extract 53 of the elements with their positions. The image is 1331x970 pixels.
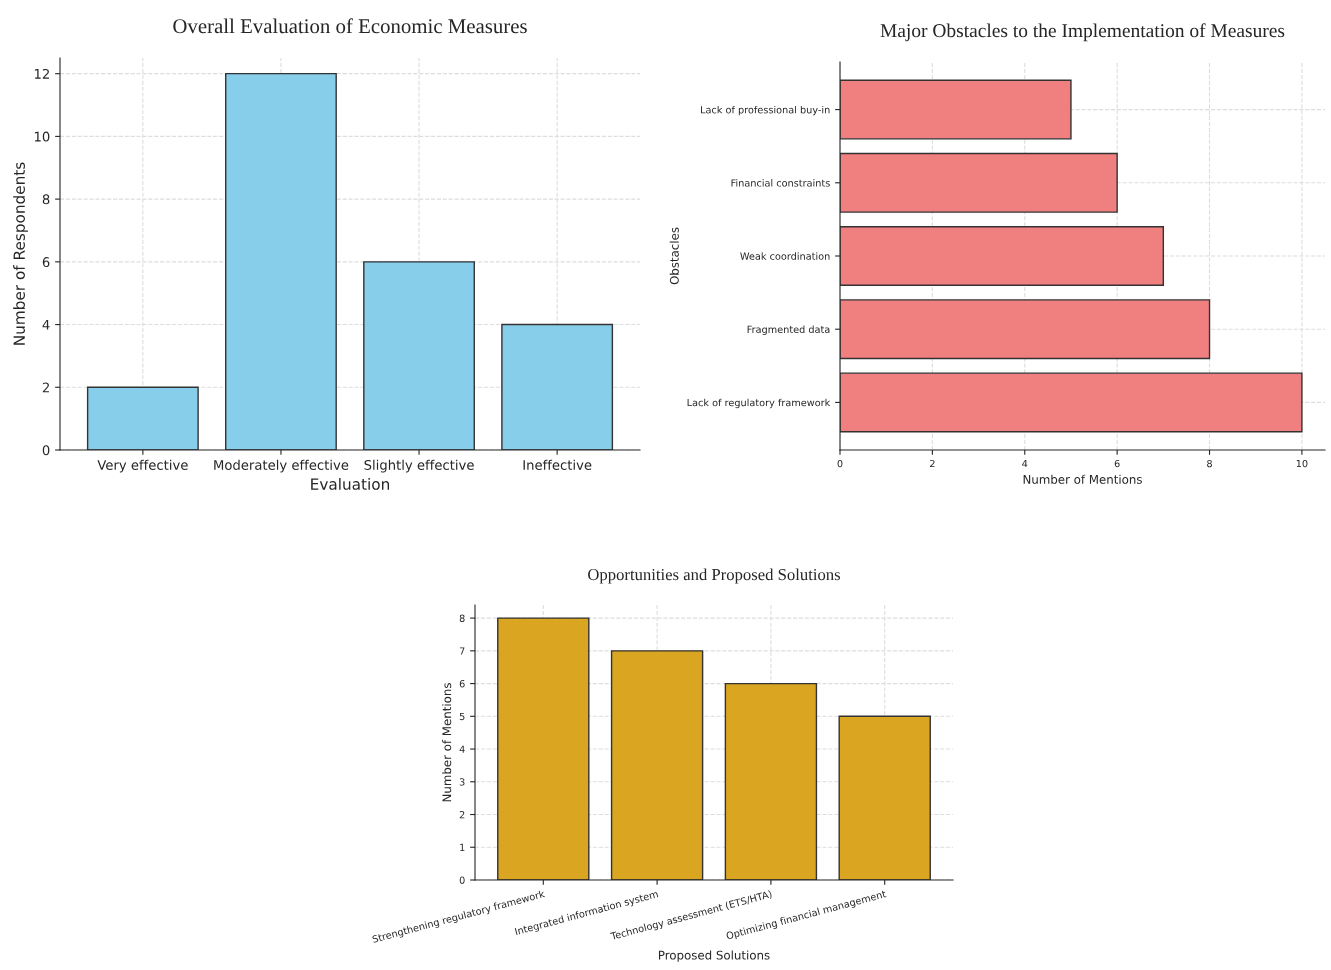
x-tick-label: 4 [1022,460,1028,468]
y-tick-label: 6 [42,257,50,268]
y-tick-label: 10 [34,131,50,142]
x-tick-label: Ineffective [523,459,592,470]
x-tick-label: 6 [1114,459,1120,468]
bar [840,226,1165,286]
y-tick-label: 12 [34,68,49,79]
x-axis-title: Number of Mentions [1023,474,1142,484]
x-tick-label: Slightly effective [364,459,474,473]
x-tick-label: 2 [930,459,935,468]
y-axis-title: Number of Mentions [442,683,452,802]
y-tick-label: Financial constraints [731,179,830,187]
bar [724,682,818,880]
chart-title: Opportunities and Proposed Solutions [588,568,841,584]
bar [501,323,614,450]
y-tick-label: Fragmented data [747,325,830,335]
y-tick-label: Weak coordination [740,252,830,260]
y-tick-label: Lack of professional buy-in [701,105,830,116]
x-tick-label: Moderately effective [214,459,349,473]
y-tick-label: 4 [459,745,465,753]
chart-title: Overall Evaluation of Economic Measures [173,18,527,34]
bar [840,299,1211,360]
x-tick-label: 0 [837,459,843,468]
bar [363,261,475,450]
bar [497,617,590,880]
y-tick-label: 2 [459,811,465,819]
y-axis-title: Number of Respondents [13,162,28,345]
y-tick-label: Lack of regulatory framework [687,398,831,409]
x-tick-label: 10 [1296,459,1308,468]
y-axis-title: Obstacles [669,227,679,285]
y-tick-label: 8 [42,194,50,205]
bar [840,152,1118,213]
bar [840,79,1072,140]
x-tick-label: 8 [1207,459,1212,468]
y-tick-label: 1 [460,843,465,851]
y-tick-label: 7 [459,647,465,655]
bar [225,72,337,450]
bar [86,386,199,450]
x-axis-title: Proposed Solutions [658,950,770,962]
y-tick-label: 2 [42,382,49,393]
y-tick-label: 0 [459,876,465,884]
y-tick-label: 3 [459,778,465,786]
chart-title: Major Obstacles to the Implementation of Measures [880,23,1285,42]
x-tick-label: Very effective [97,459,188,473]
bar [610,650,704,880]
bar [840,372,1303,433]
x-axis-title: Evaluation [311,478,390,490]
y-tick-label: 6 [459,680,465,688]
bar [838,715,931,880]
y-tick-label: 4 [42,319,50,330]
y-tick-label: 8 [459,614,465,622]
y-tick-label: 0 [42,445,50,456]
y-tick-label: 5 [459,712,465,721]
